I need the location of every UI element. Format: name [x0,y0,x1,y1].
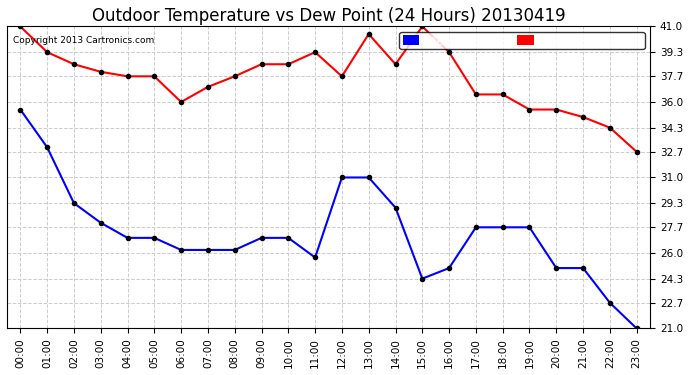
Text: Copyright 2013 Cartronics.com: Copyright 2013 Cartronics.com [13,36,155,45]
Title: Outdoor Temperature vs Dew Point (24 Hours) 20130419: Outdoor Temperature vs Dew Point (24 Hou… [92,7,565,25]
Legend: Dew Point  (°F), Temperature  (°F): Dew Point (°F), Temperature (°F) [400,32,644,50]
